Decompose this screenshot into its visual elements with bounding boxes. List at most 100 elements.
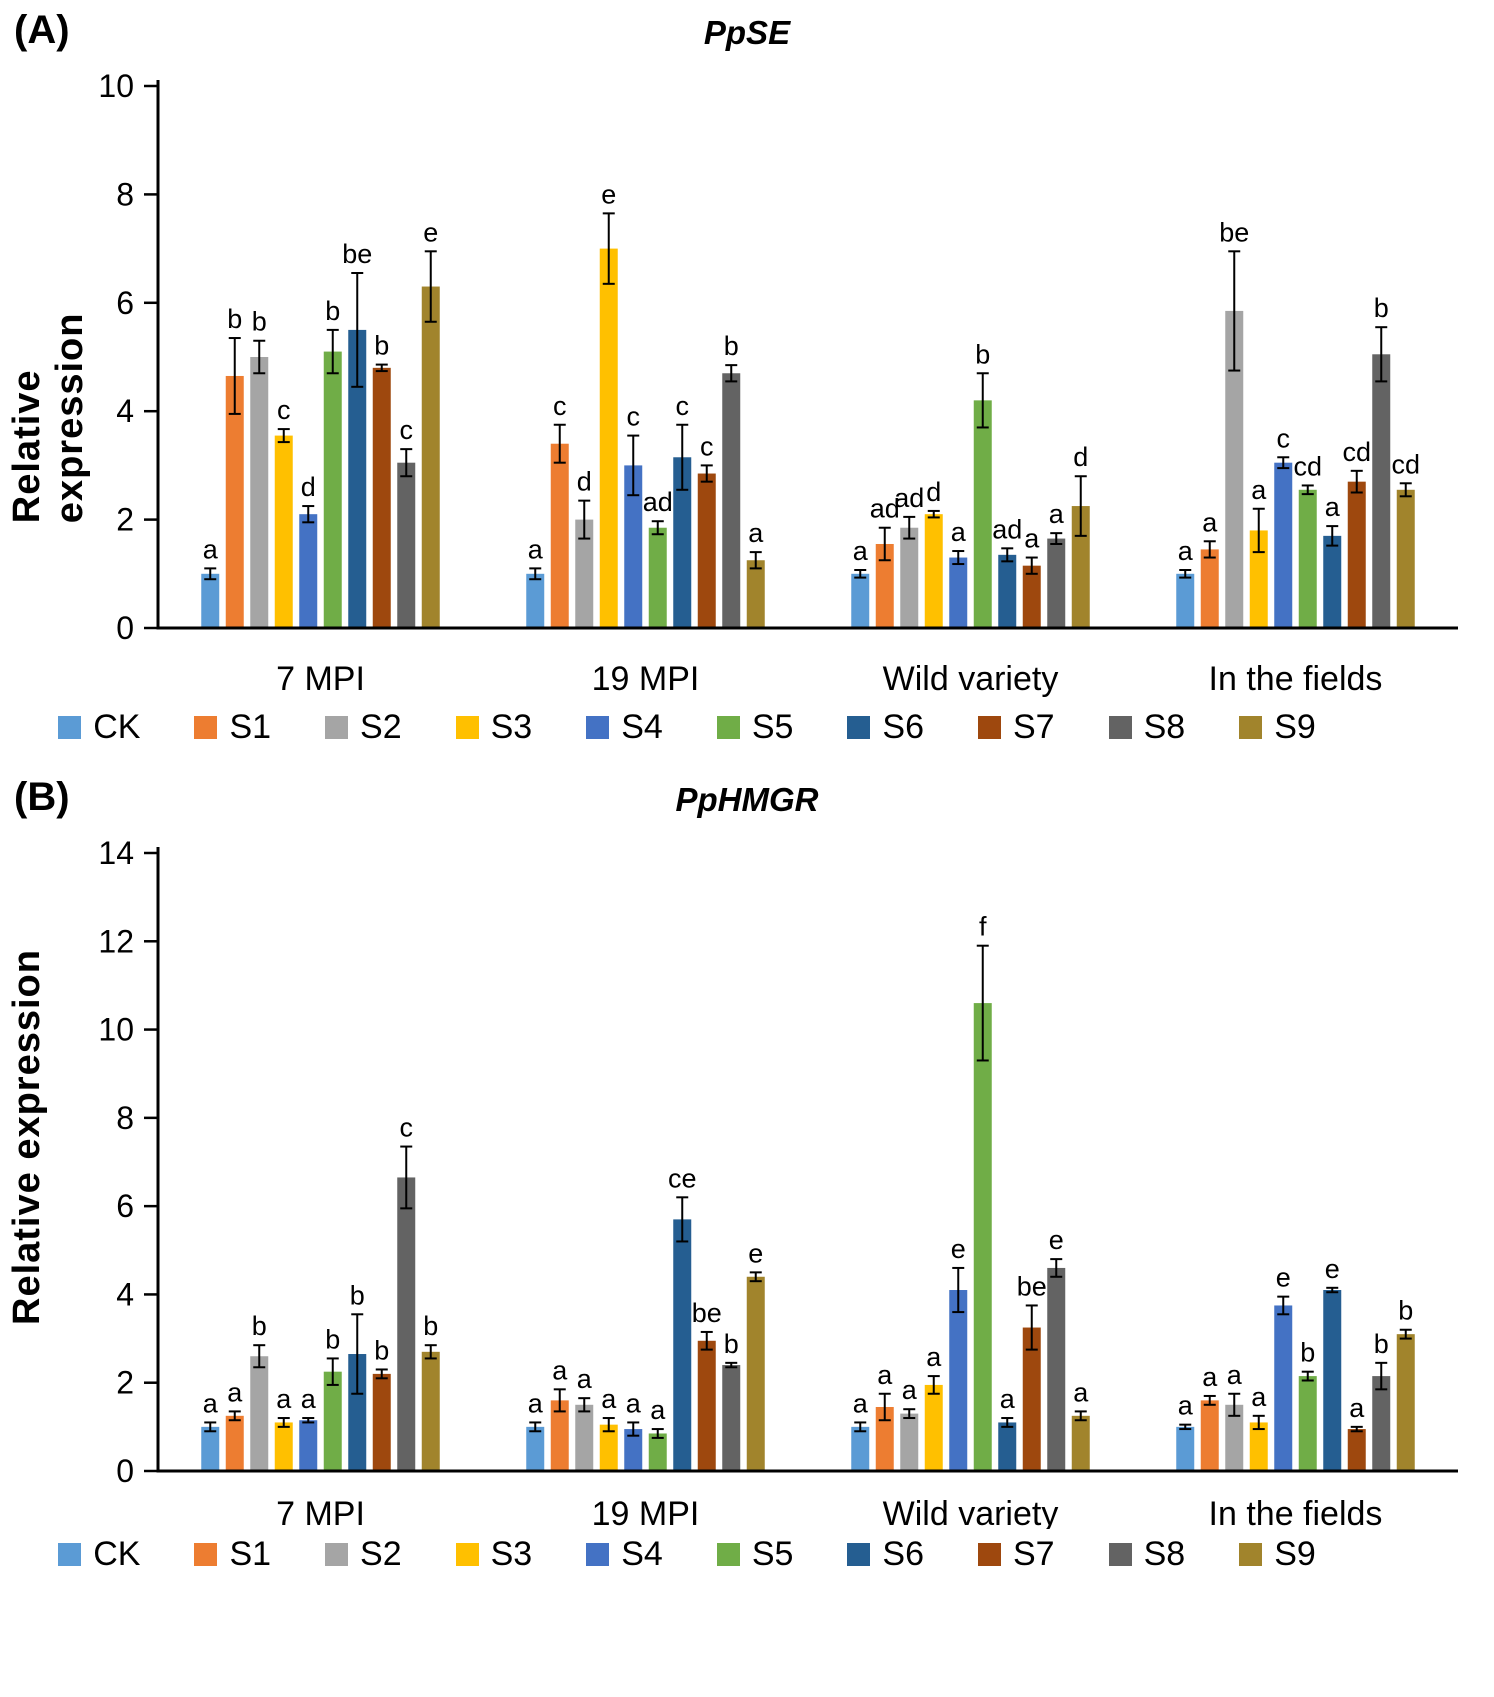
svg-text:19 MPI: 19 MPI [592, 660, 700, 698]
legend-item-s1: S1 [194, 708, 271, 747]
svg-text:e: e [423, 217, 438, 247]
svg-text:14: 14 [98, 835, 134, 871]
legend-swatch-s9 [1239, 716, 1263, 739]
svg-text:a: a [926, 1342, 942, 1372]
figure: (A) PpSE Relative expression 0 2 4 6 8 10 a b b c… [0, 6, 1494, 1574]
svg-text:f: f [979, 912, 987, 942]
svg-text:a: a [1000, 1384, 1016, 1414]
legend-swatch-s5 [716, 716, 740, 739]
svg-text:a: a [853, 536, 869, 566]
svg-text:d: d [926, 477, 941, 507]
legend-item-s3: S3 [455, 708, 532, 747]
svg-text:7 MPI: 7 MPI [276, 1495, 365, 1529]
svg-text:a: a [552, 1355, 568, 1385]
svg-text:10: 10 [98, 68, 134, 104]
svg-text:b: b [724, 331, 739, 361]
svg-text:c: c [1277, 423, 1291, 453]
svg-text:7 MPI: 7 MPI [276, 660, 365, 698]
legend-swatch-s2 [325, 1543, 349, 1566]
legend-swatch-s4 [586, 716, 610, 739]
svg-text:a: a [1325, 492, 1341, 522]
svg-text:be: be [342, 239, 372, 269]
legend-swatch-ck [58, 716, 82, 739]
legend-item-s6: S6 [847, 1535, 924, 1574]
svg-text:ad: ad [894, 483, 924, 513]
svg-text:d: d [301, 472, 316, 502]
legend-label-s4: S4 [621, 1535, 663, 1573]
svg-text:be: be [1219, 217, 1249, 247]
svg-text:In the fields: In the fields [1209, 660, 1383, 698]
svg-text:c: c [400, 415, 414, 445]
svg-text:12: 12 [98, 923, 134, 959]
legend-item-s6: S6 [847, 708, 924, 747]
legend-item-s8: S8 [1108, 708, 1185, 747]
svg-text:a: a [1049, 499, 1065, 529]
svg-text:6: 6 [116, 285, 134, 321]
svg-text:a: a [1251, 1382, 1267, 1412]
legend-item-s2: S2 [325, 1535, 402, 1574]
panel-a: (A) PpSE Relative expression 0 2 4 6 8 10 a b b c… [0, 6, 1494, 747]
svg-text:a: a [1202, 507, 1218, 537]
svg-text:b: b [975, 339, 990, 369]
legend-swatch-s6 [847, 1543, 871, 1566]
legend-swatch-s5 [716, 1543, 740, 1566]
svg-text:d: d [577, 467, 592, 497]
legend-swatch-s8 [1108, 1543, 1132, 1566]
legend-label-s9: S9 [1274, 1535, 1316, 1573]
legend-item-s1: S1 [194, 1535, 271, 1574]
legend-swatch-s1 [194, 716, 218, 739]
legend-swatch-s3 [455, 1543, 479, 1566]
svg-text:b: b [1374, 293, 1389, 323]
svg-text:In the fields: In the fields [1209, 1495, 1383, 1529]
svg-text:a: a [1178, 536, 1194, 566]
legend-label-ck: CK [93, 1535, 141, 1573]
panel-b-y-axis-label: Relative expression [6, 949, 48, 1325]
svg-text:Wild variety: Wild variety [883, 1495, 1059, 1529]
panel-b-header: (B) PpHMGR [0, 773, 1494, 829]
svg-text:cd: cd [1391, 449, 1420, 479]
svg-text:c: c [277, 395, 291, 425]
legend-label-s5: S5 [751, 708, 794, 746]
svg-text:6: 6 [116, 1188, 134, 1224]
svg-text:b: b [325, 296, 340, 326]
legend-swatch-s3 [455, 716, 479, 739]
svg-text:a: a [1024, 524, 1040, 554]
svg-text:a: a [902, 1375, 918, 1405]
legend-label-s7: S7 [1013, 1535, 1055, 1573]
svg-text:a: a [227, 1377, 243, 1407]
legend-swatch-s1 [194, 1543, 218, 1566]
svg-text:b: b [252, 307, 267, 337]
svg-text:Wild variety: Wild variety [883, 660, 1059, 698]
legend-item-s9: S9 [1239, 708, 1316, 747]
svg-text:a: a [203, 1388, 219, 1418]
svg-text:a: a [1073, 1377, 1089, 1407]
legend-label-ck: CK [93, 708, 141, 746]
legend-label-s2: S2 [360, 1535, 402, 1573]
svg-text:b: b [1398, 1296, 1413, 1326]
svg-text:b: b [252, 1311, 267, 1341]
legend-label-s8: S8 [1143, 1535, 1186, 1573]
legend-label-s9: S9 [1274, 708, 1316, 746]
legend-item-ck: CK [58, 708, 140, 747]
svg-text:a: a [1349, 1393, 1365, 1423]
panel-b-label: (B) [14, 775, 70, 819]
svg-text:c: c [676, 391, 690, 421]
svg-text:a: a [626, 1388, 642, 1418]
svg-text:cd: cd [1293, 451, 1322, 481]
svg-text:b: b [1300, 1338, 1315, 1368]
legend-swatch-s8 [1108, 716, 1132, 739]
panel-a-legend: CK S1 S2 S3 S4 S5 S6 S7 S8 S9 [0, 708, 1494, 747]
legend-item-ck: CK [58, 1535, 140, 1574]
legend-item-s4: S4 [586, 708, 663, 747]
legend-swatch-s6 [847, 716, 871, 739]
svg-text:e: e [1049, 1225, 1064, 1255]
svg-text:0: 0 [116, 1453, 134, 1489]
legend-swatch-s2 [325, 716, 349, 739]
legend-swatch-s7 [978, 1543, 1001, 1566]
panel-b-chart-row: Relative expression 0 2 4 6 8 10 12 14 a a b a a b b b c… [0, 829, 1494, 1529]
svg-text:a: a [203, 534, 219, 564]
panel-a-label: (A) [14, 8, 70, 52]
svg-text:4: 4 [116, 1276, 134, 1312]
svg-text:a: a [951, 517, 967, 547]
